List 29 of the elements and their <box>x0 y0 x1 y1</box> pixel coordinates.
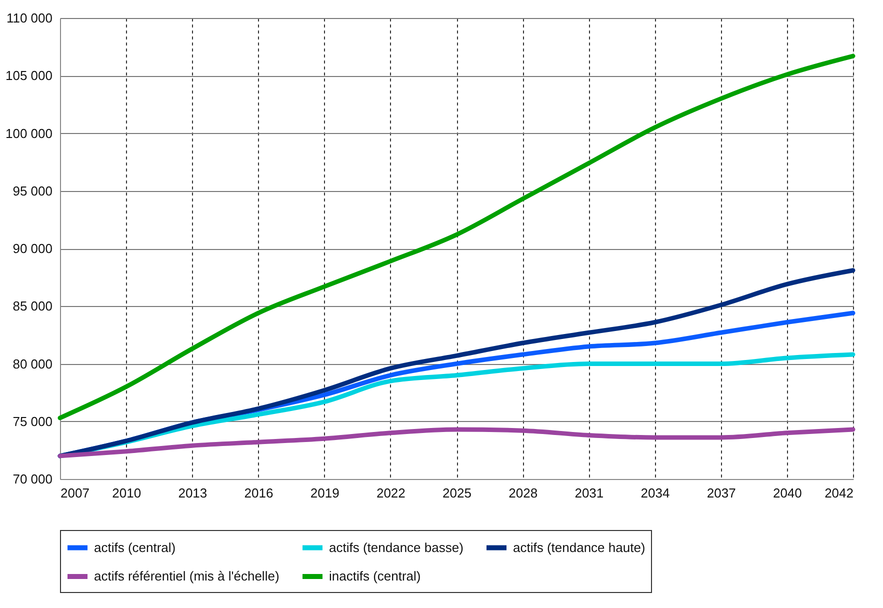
x-tick-label: 2022 <box>376 486 406 500</box>
x-tick-label: 2016 <box>244 486 274 500</box>
y-tick-label: 105 000 <box>6 68 52 84</box>
legend-label: actifs (central) <box>94 540 176 555</box>
line-series <box>58 54 856 420</box>
x-tick-label: 2031 <box>574 486 604 500</box>
y-tick-label: 70 000 <box>12 472 52 486</box>
y-tick-label: 75 000 <box>12 414 52 429</box>
x-tick-label: 2042 <box>824 486 854 500</box>
x-tick-label: 2007 <box>60 486 90 500</box>
x-tick-label: 2040 <box>772 486 802 500</box>
y-tick-label: 110 000 <box>6 10 52 26</box>
x-tick-label: 2013 <box>178 486 208 500</box>
y-tick-label: 95 000 <box>12 183 52 198</box>
x-tick-label: 2037 <box>706 486 736 500</box>
x-tick-label: 2025 <box>442 486 472 500</box>
legend-label: actifs (tendance basse) <box>329 540 464 555</box>
x-tick-label: 2010 <box>112 486 142 500</box>
line-series <box>58 427 856 458</box>
x-tick-label: 2028 <box>508 486 538 500</box>
legend-label: actifs référentiel (mis à l'échelle) <box>94 568 280 584</box>
legend-label: actifs (tendance haute) <box>513 540 646 555</box>
x-tick-label: 2034 <box>640 486 670 500</box>
y-tick-label: 100 000 <box>6 126 52 141</box>
y-tick-label: 80 000 <box>12 356 52 372</box>
legend-label: inactifs (central) <box>329 568 421 584</box>
y-tick-label: 90 000 <box>12 241 52 256</box>
y-tick-label: 85 000 <box>12 298 52 314</box>
x-tick-label: 2019 <box>310 486 340 500</box>
